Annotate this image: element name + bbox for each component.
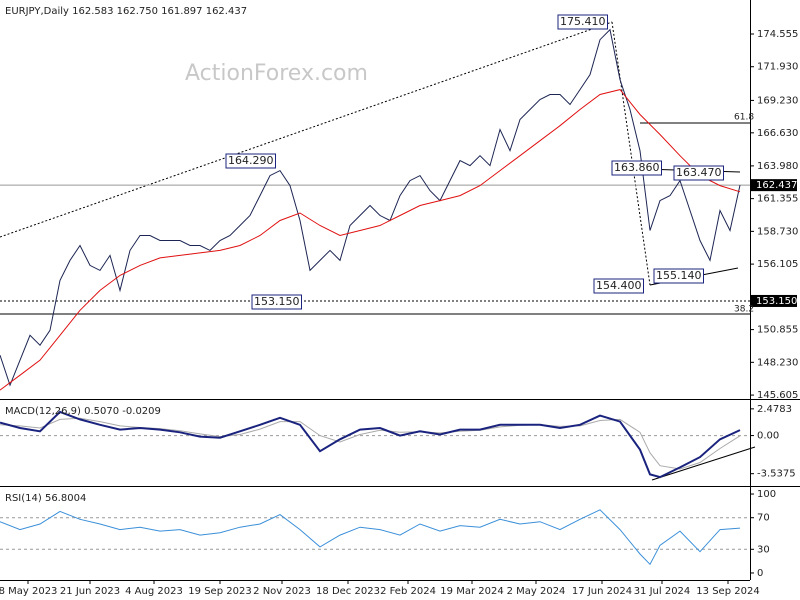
trend-line xyxy=(0,21,613,238)
annotation: 163.470 xyxy=(676,166,722,179)
y-tick-label: 148.230 xyxy=(757,357,798,368)
series-line xyxy=(0,410,741,479)
annotation-box xyxy=(593,278,644,294)
annotation-box xyxy=(653,268,704,284)
y-tick-label: 30 xyxy=(757,544,770,555)
annotation-box xyxy=(611,160,662,176)
price-marker xyxy=(751,294,797,307)
y-tick-label: 2.4783 xyxy=(757,404,792,415)
macd-trend-line xyxy=(651,446,756,481)
y-tick-label: 161.355 xyxy=(757,194,798,205)
x-tick-label: 13 Sep 2024 xyxy=(696,586,759,597)
x-tick-label: 17 Jun 2024 xyxy=(572,586,632,597)
x-tick-label: 31 Jul 2024 xyxy=(634,586,691,597)
price-marker xyxy=(751,179,797,192)
panel-title: MACD(12,26,9) 0.5070 -0.0209 xyxy=(5,406,161,417)
y-tick-label: 156.105 xyxy=(757,259,798,270)
trend-line xyxy=(611,21,651,286)
frames xyxy=(0,0,800,581)
x-tick-label: 2 Feb 2024 xyxy=(380,586,436,597)
y-tick-label: 169.230 xyxy=(757,95,798,106)
panel-title: RSI(14) 56.8004 xyxy=(5,493,86,504)
y-tick-label: 150.855 xyxy=(757,325,798,336)
x-tick-label: 8 May 2023 xyxy=(0,586,57,597)
series-line xyxy=(0,509,741,566)
annotation: 175.410 xyxy=(560,15,606,28)
y-tick-label: 166.630 xyxy=(757,128,798,139)
annotation-box xyxy=(557,14,608,30)
watermark: ActionForex.com xyxy=(185,61,368,86)
annotation: 61.8 xyxy=(734,113,754,123)
annotation: 154.400 xyxy=(596,279,642,292)
y-tick-label: 158.730 xyxy=(757,226,798,237)
y-tick-label: 163.980 xyxy=(757,161,798,172)
series-line xyxy=(0,28,741,387)
y-tick-label: 145.605 xyxy=(757,390,798,401)
series-line xyxy=(0,417,741,470)
x-tick-label: 4 Aug 2023 xyxy=(125,586,183,597)
x-tick-label: 19 Sep 2023 xyxy=(188,586,251,597)
x-tick-label: 19 Mar 2024 xyxy=(440,586,503,597)
price-marker-label: 162.437 xyxy=(756,180,797,191)
annotation-box xyxy=(673,165,724,181)
annotation: 163.860 xyxy=(614,161,660,174)
y-tick-label: 70 xyxy=(757,513,770,524)
annotation: 38.2 xyxy=(734,305,754,315)
y-tick-label: 0 xyxy=(757,568,763,579)
y-tick-label: 100 xyxy=(757,489,776,500)
y-tick-label: 174.555 xyxy=(757,29,798,40)
annotation: 164.290 xyxy=(228,154,274,167)
y-tick-label: 0.00 xyxy=(757,431,779,442)
x-tick-label: 21 Jun 2023 xyxy=(60,586,120,597)
x-tick-label: 2 Nov 2023 xyxy=(253,586,311,597)
x-tick-label: 2 May 2024 xyxy=(507,586,566,597)
series-line xyxy=(0,89,741,391)
x-tick-label: 18 Dec 2023 xyxy=(316,586,380,597)
annotation: 153.150 xyxy=(254,295,300,308)
y-tick-label: 171.930 xyxy=(757,62,798,73)
panel-title: EURJPY,Daily 162.583 162.750 161.897 162… xyxy=(5,6,247,17)
price-marker-label: 153.150 xyxy=(756,296,797,307)
annotation: 155.140 xyxy=(656,269,702,282)
annotation-box xyxy=(225,153,276,169)
annotation-box xyxy=(251,294,302,310)
y-tick-label: -3.5375 xyxy=(757,469,796,480)
